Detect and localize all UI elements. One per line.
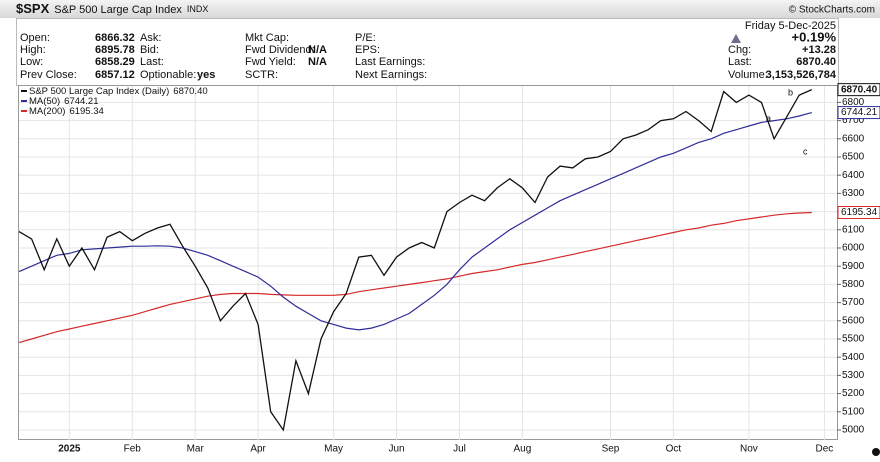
up-arrow-icon bbox=[731, 34, 741, 43]
info-value: 6857.12 bbox=[95, 69, 135, 81]
y-tick-label: 6000 bbox=[842, 243, 865, 254]
annotation: c bbox=[803, 146, 808, 156]
legend-last: 6870.40 bbox=[173, 86, 207, 97]
y-tick-label: 5500 bbox=[842, 334, 865, 345]
legend-entry: S&P 500 Large Cap Index (Daily) 6870.40 bbox=[29, 86, 208, 97]
source: © StockCharts.com bbox=[789, 5, 875, 16]
y-tick-label: 6800 bbox=[842, 97, 865, 108]
info-label: Bid: bbox=[140, 44, 159, 56]
info-value: 6895.78 bbox=[95, 44, 135, 56]
info-label: High: bbox=[20, 44, 46, 56]
info-label: Ask: bbox=[140, 32, 161, 44]
last-value-flag bbox=[837, 106, 880, 120]
annotation: b bbox=[788, 87, 793, 97]
y-tick-label: 5800 bbox=[842, 279, 865, 290]
subtitle: S&P 500 Large Cap Index bbox=[54, 4, 182, 16]
info-label: Next Earnings: bbox=[355, 69, 427, 81]
last-value-flag bbox=[837, 205, 880, 219]
x-tick-label: Nov bbox=[740, 444, 758, 455]
info-label: Fwd Dividend: bbox=[245, 44, 315, 56]
quote-value: +13.28 bbox=[802, 44, 836, 56]
y-tick-label: 6400 bbox=[842, 170, 865, 181]
info-value: 6858.29 bbox=[95, 56, 135, 68]
x-tick-label: Mar bbox=[187, 444, 205, 455]
info-label: Mkt Cap: bbox=[245, 32, 289, 44]
quote-change-pct: +0.19% bbox=[792, 29, 837, 44]
quote-date: Friday 5-Dec-2025 bbox=[745, 20, 836, 32]
y-tick-label: 5400 bbox=[842, 352, 865, 363]
corner-dot bbox=[872, 448, 880, 456]
x-tick-label: Aug bbox=[513, 444, 531, 455]
x-tick-label: May bbox=[324, 444, 343, 455]
quote-label: Last: bbox=[728, 56, 752, 68]
info-label: SCTR: bbox=[245, 69, 278, 81]
info-label: EPS: bbox=[355, 44, 380, 56]
legend-name: S&P 500 Large Cap Index (Daily) bbox=[29, 86, 169, 97]
legend-name: MA(200) bbox=[29, 106, 65, 117]
series-line bbox=[18, 211, 812, 344]
info-value: N/A bbox=[308, 56, 327, 68]
y-tick-label: 5700 bbox=[842, 297, 865, 308]
x-tick-label: Sep bbox=[602, 444, 620, 455]
last-value-label: 6195.34 bbox=[841, 207, 878, 218]
quote-value: 6870.40 bbox=[796, 56, 836, 68]
title-line: $SPX S&P 500 Large Cap Index INDX bbox=[16, 1, 208, 16]
y-tick-label: 6700 bbox=[842, 115, 865, 126]
x-tick-label: Apr bbox=[250, 444, 266, 455]
legend-entry: MA(200) 6195.34 bbox=[29, 106, 104, 117]
legend-name: MA(50) bbox=[29, 96, 60, 107]
info-label: Fwd Yield: bbox=[245, 56, 296, 68]
plot-area bbox=[18, 85, 838, 440]
x-tick-label: Dec bbox=[816, 444, 834, 455]
series-line bbox=[18, 89, 813, 432]
info-panel bbox=[16, 18, 839, 86]
info-label: Optionable: bbox=[140, 69, 196, 81]
last-value-flag bbox=[837, 83, 880, 97]
ticker: $SPX bbox=[16, 1, 50, 16]
quote-value: 3,153,526,784 bbox=[766, 69, 837, 81]
info-label: P/E: bbox=[355, 32, 376, 44]
x-tick-label: Jun bbox=[388, 444, 404, 455]
y-tick-label: 5300 bbox=[842, 370, 865, 381]
series-line bbox=[18, 112, 812, 331]
info-label: Open: bbox=[20, 32, 50, 44]
y-tick-label: 5000 bbox=[842, 425, 865, 436]
info-label: Last Earnings: bbox=[355, 56, 425, 68]
legend-entry: MA(50) 6744.21 bbox=[29, 96, 99, 107]
last-value-label: 6870.40 bbox=[841, 84, 878, 95]
info-value: yes bbox=[197, 69, 215, 81]
y-tick-label: 5600 bbox=[842, 315, 865, 326]
info-value: N/A bbox=[308, 44, 327, 56]
quote-label: Volume: bbox=[728, 69, 768, 81]
y-tick-label: 6100 bbox=[842, 224, 865, 235]
exchange: INDX bbox=[187, 4, 209, 14]
legend-last: 6195.34 bbox=[69, 106, 103, 117]
last-value-label: 6744.21 bbox=[841, 107, 878, 118]
quote-label: Chg: bbox=[728, 44, 751, 56]
y-tick-label: 5200 bbox=[842, 388, 865, 399]
info-label: Last: bbox=[140, 56, 164, 68]
x-tick-label: 2025 bbox=[58, 444, 81, 455]
y-tick-label: 6600 bbox=[842, 133, 865, 144]
info-label: Low: bbox=[20, 56, 43, 68]
y-tick-label: 6300 bbox=[842, 188, 865, 199]
info-label: Prev Close: bbox=[20, 69, 77, 81]
title-bar bbox=[0, 0, 880, 18]
x-tick-label: Jul bbox=[453, 444, 466, 455]
info-value: 6866.32 bbox=[95, 32, 135, 44]
annotation: a bbox=[766, 113, 771, 123]
y-tick-label: 5900 bbox=[842, 261, 865, 272]
y-tick-label: 5100 bbox=[842, 406, 865, 417]
y-tick-label: 6500 bbox=[842, 152, 865, 163]
x-tick-label: Feb bbox=[124, 444, 142, 455]
legend-last: 6744.21 bbox=[64, 96, 98, 107]
x-tick-label: Oct bbox=[666, 444, 682, 455]
